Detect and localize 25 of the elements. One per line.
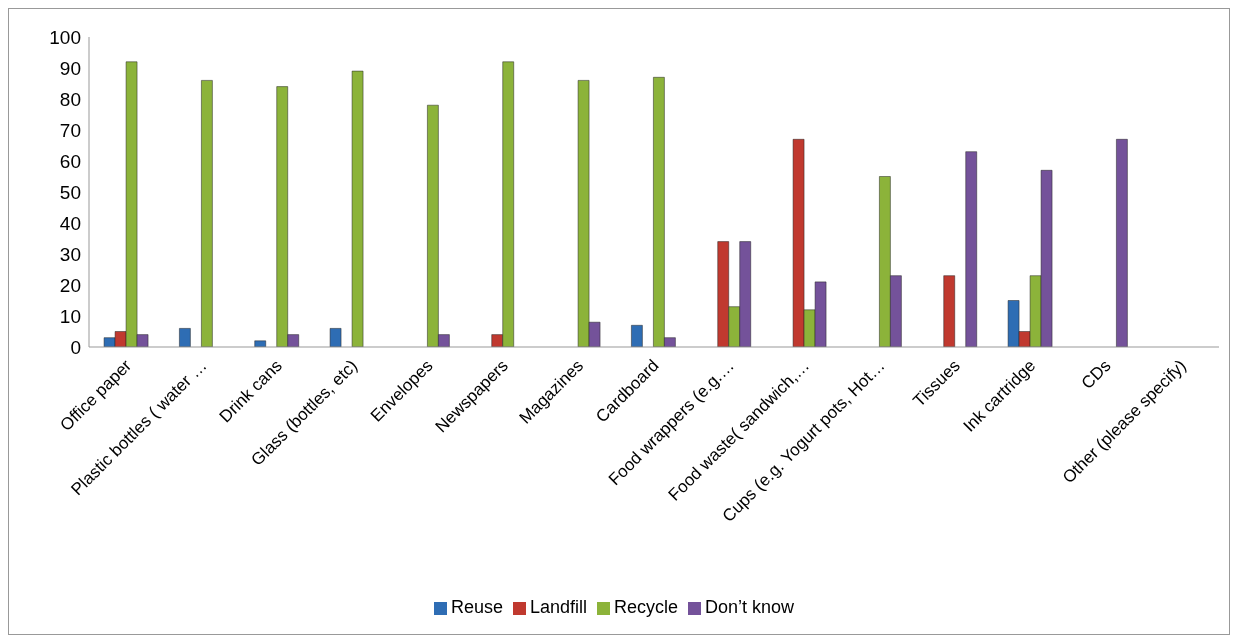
bar — [254, 340, 266, 347]
bar — [965, 151, 977, 347]
bar — [631, 325, 643, 347]
legend-label: Landfill — [529, 597, 587, 617]
y-tick-label: 40 — [59, 212, 81, 234]
y-tick-label: 30 — [59, 243, 81, 265]
y-tick-label: 80 — [59, 88, 81, 110]
bar — [179, 328, 191, 347]
x-tick-label: CDs — [1077, 356, 1115, 393]
y-tick-label: 60 — [59, 150, 81, 172]
legend-label: Don’t know — [705, 597, 795, 617]
bar — [201, 80, 213, 347]
legend-label: Recycle — [614, 597, 679, 617]
bar — [351, 70, 364, 347]
y-tick-label: 70 — [59, 119, 81, 141]
y-tick-label: 20 — [59, 274, 81, 296]
bar — [329, 328, 342, 347]
bar — [1116, 139, 1128, 347]
y-tick-label: 10 — [59, 305, 81, 327]
y-tick-label: 0 — [70, 336, 81, 358]
legend-label: Reuse — [450, 597, 503, 617]
y-tick-label: 90 — [59, 57, 81, 79]
y-tick-label: 100 — [49, 26, 81, 48]
y-tick-label: 50 — [59, 181, 81, 203]
bar — [943, 275, 955, 347]
